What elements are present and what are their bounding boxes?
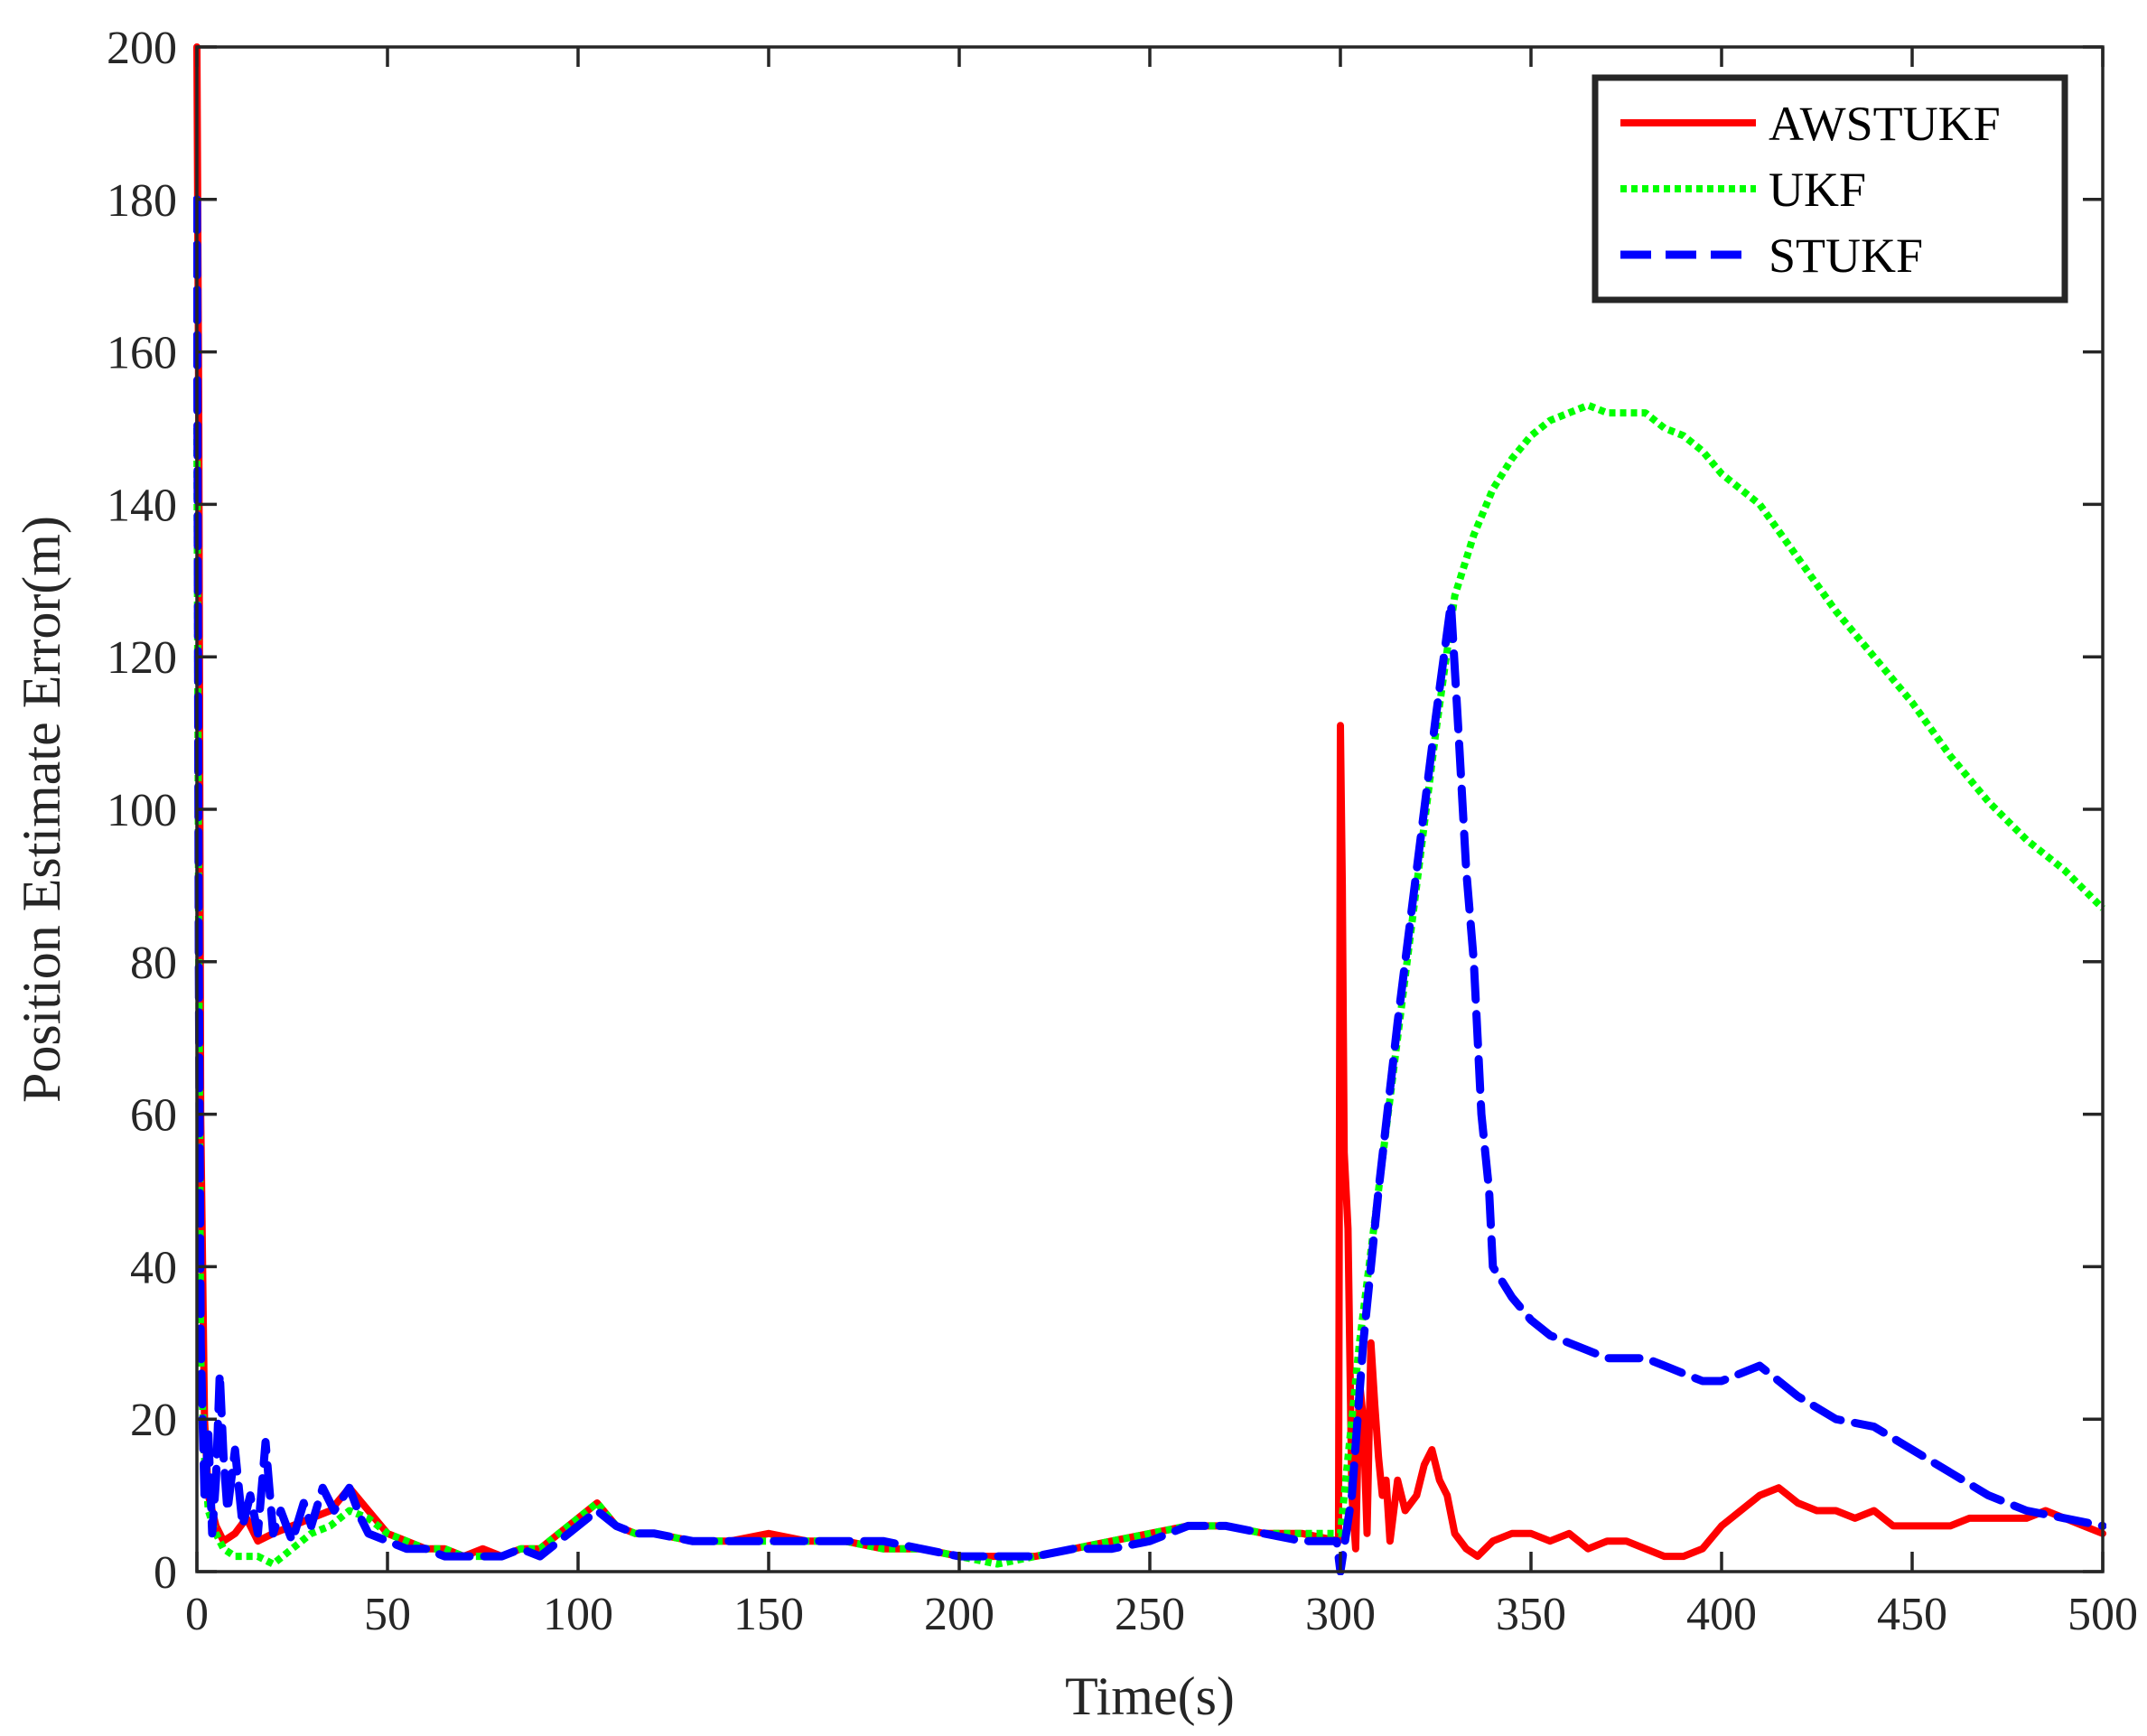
x-tick-label-150: 150 (733, 1589, 804, 1640)
series-line-ukf (193, 401, 2105, 1568)
x-tick-label-200: 200 (924, 1589, 994, 1640)
legend-label-awstukf: AWSTUKF (1769, 97, 2001, 151)
x-tick-label-100: 100 (543, 1589, 613, 1640)
ticks-layer: 0 50 100 150 200 250 300 350 400 450 500 0 20 40 60 80 1… (107, 23, 2138, 1640)
y-tick-label-180: 180 (107, 175, 177, 227)
legend-label-ukf: UKF (1769, 163, 1866, 217)
y-tick-label-200: 200 (107, 23, 177, 74)
y-tick-label-0: 0 (154, 1547, 177, 1599)
y-tick-label-140: 140 (107, 480, 177, 531)
x-tick-label-450: 450 (1877, 1589, 1947, 1640)
x-axis-label: Time(s) (1065, 1666, 1235, 1726)
series-line-stukf (193, 195, 2106, 1575)
x-tick-label-300: 300 (1305, 1589, 1376, 1640)
x-tick-label-0: 0 (185, 1589, 209, 1640)
y-axis-label: Position Estimate Error(m) (12, 516, 71, 1103)
legend-box (1592, 74, 2068, 303)
x-tick-label-350: 350 (1496, 1589, 1566, 1640)
x-tick-label-50: 50 (364, 1589, 411, 1640)
y-tick-label-120: 120 (107, 632, 177, 684)
x-tick-label-400: 400 (1686, 1589, 1757, 1640)
legend: AWSTUKF UKF STUKF (1592, 74, 2068, 303)
legend-label-stukf: STUKF (1769, 229, 1923, 283)
y-tick-label-20: 20 (130, 1395, 177, 1446)
y-tick-label-100: 100 (107, 785, 177, 836)
y-tick-label-40: 40 (130, 1242, 177, 1293)
series-layer (193, 43, 2106, 1575)
y-tick-label-160: 160 (107, 328, 177, 379)
y-tick-label-60: 60 (130, 1090, 177, 1142)
x-tick-label-500: 500 (2068, 1589, 2138, 1640)
y-tick-label-80: 80 (130, 938, 177, 989)
x-tick-label-250: 250 (1115, 1589, 1185, 1640)
